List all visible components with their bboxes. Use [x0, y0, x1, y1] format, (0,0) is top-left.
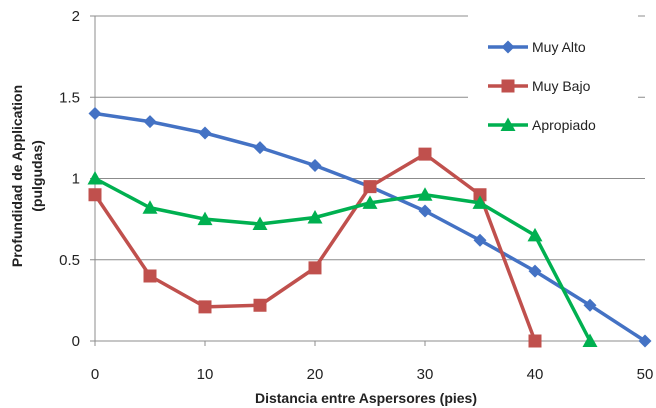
- data-point-muy-alto: [143, 115, 157, 129]
- x-tick-label: 30: [417, 366, 434, 383]
- x-tick-label: 40: [527, 366, 544, 383]
- y-tick-label: 2: [72, 8, 80, 25]
- y-axis-title-line2: (pulgudas): [29, 140, 45, 212]
- data-point-apropiado: [307, 210, 323, 224]
- data-point-muy-bajo: [88, 188, 102, 202]
- data-point-muy-alto: [253, 141, 267, 155]
- data-point-muy-bajo: [528, 334, 542, 348]
- y-tick-label: 0: [72, 333, 80, 350]
- data-point-muy-alto: [528, 264, 542, 278]
- y-tick-labels: 0 0.5 1 1.5 2: [59, 8, 80, 350]
- data-point-apropiado: [252, 216, 268, 230]
- legend-item-apropiado: Apropiado: [488, 117, 596, 133]
- legend-swatch-marker: [501, 40, 515, 54]
- y-axis-title-line1: Profundidad de Application: [9, 85, 25, 267]
- legend-swatch-marker: [500, 117, 516, 131]
- series-line-muy-alto: [94, 111, 646, 343]
- legend-background: [468, 14, 638, 144]
- data-point-apropiado: [142, 200, 158, 214]
- x-tick-label: 0: [91, 366, 99, 383]
- data-point-muy-alto: [583, 298, 597, 312]
- y-tick-label: 0.5: [59, 252, 80, 269]
- data-point-muy-alto: [308, 159, 322, 172]
- x-tick-label: 50: [637, 366, 654, 383]
- legend-item-muy-bajo: Muy Bajo: [488, 78, 591, 94]
- data-point-apropiado: [197, 211, 213, 226]
- y-tick-label: 1: [72, 171, 80, 188]
- x-tick-label: 10: [197, 366, 214, 383]
- legend-label: Apropiado: [532, 117, 596, 133]
- data-point-muy-alto: [638, 334, 652, 348]
- x-tick-label: 20: [307, 366, 324, 383]
- legend-item-muy-alto: Muy Alto: [488, 39, 586, 55]
- series-apropiado: [87, 171, 598, 347]
- data-point-muy-alto: [198, 126, 212, 140]
- data-point-apropiado: [362, 195, 378, 209]
- data-point-apropiado: [582, 333, 598, 347]
- legend-label: Muy Bajo: [532, 78, 591, 94]
- data-point-muy-bajo: [253, 298, 267, 312]
- data-point-muy-bajo: [418, 147, 432, 161]
- data-point-muy-alto: [473, 233, 487, 247]
- series-muy-bajo: [88, 147, 542, 348]
- data-point-apropiado: [87, 171, 103, 185]
- data-point-muy-bajo: [308, 261, 322, 275]
- data-point-apropiado: [527, 227, 543, 242]
- y-tick-label: 1.5: [59, 89, 80, 106]
- series-line-apropiado: [94, 176, 592, 342]
- data-point-apropiado: [472, 195, 488, 209]
- data-point-muy-alto: [88, 107, 102, 120]
- legend-swatch-marker: [501, 79, 515, 93]
- x-axis-title: Distancia entre Aspersores (pies): [255, 390, 477, 406]
- data-point-muy-bajo: [198, 300, 212, 314]
- data-point-apropiado: [417, 187, 433, 201]
- data-point-muy-bajo: [363, 180, 377, 194]
- legend: Muy Alto Muy Bajo Apropiado: [468, 14, 638, 144]
- data-point-muy-bajo: [143, 269, 157, 283]
- legend-label: Muy Alto: [532, 39, 586, 55]
- series-line-muy-bajo: [93, 152, 537, 342]
- data-point-muy-bajo: [473, 188, 487, 202]
- data-point-muy-alto: [418, 204, 432, 218]
- series-group: [87, 107, 652, 348]
- x-tick-labels: 0 10 20 30 40 50: [91, 366, 654, 383]
